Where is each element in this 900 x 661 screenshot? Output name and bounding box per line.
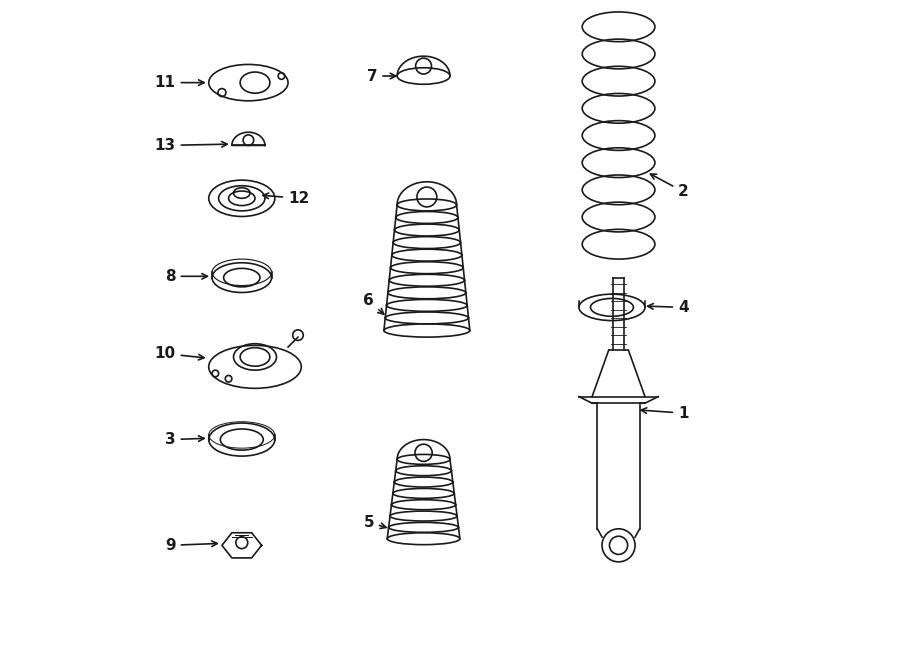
Text: 7: 7 (366, 69, 396, 83)
Text: 8: 8 (165, 269, 207, 284)
Text: 10: 10 (155, 346, 204, 361)
Text: 12: 12 (263, 191, 310, 206)
Text: 2: 2 (651, 174, 688, 199)
Text: 9: 9 (165, 538, 217, 553)
Text: 11: 11 (155, 75, 204, 90)
Text: 3: 3 (165, 432, 204, 447)
Text: 13: 13 (155, 138, 227, 153)
Text: 4: 4 (648, 300, 688, 315)
Text: 5: 5 (364, 515, 386, 529)
Text: 6: 6 (364, 293, 383, 314)
Text: 1: 1 (641, 406, 688, 420)
